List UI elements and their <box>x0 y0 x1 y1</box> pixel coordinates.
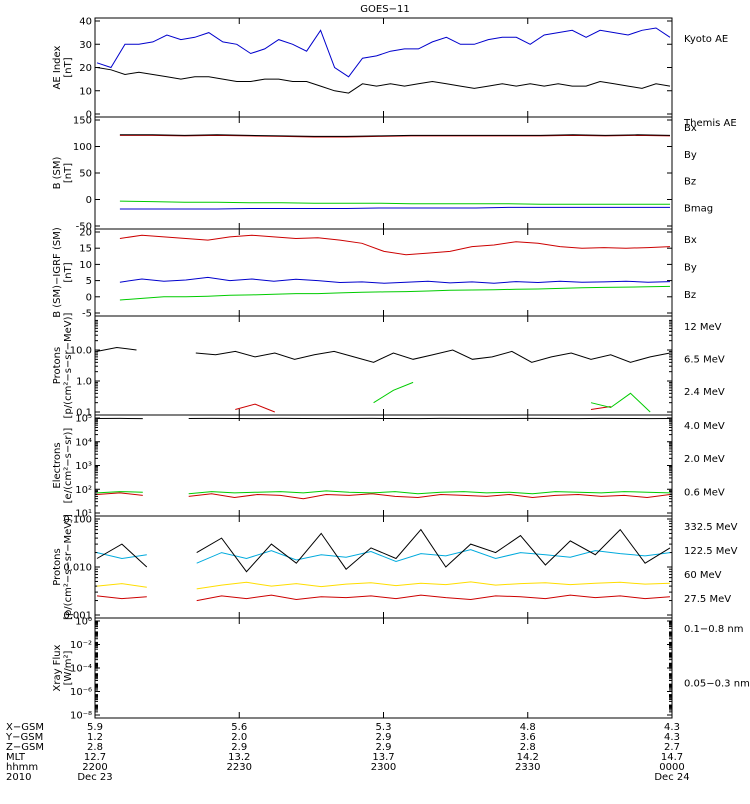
y-axis-label: B (SM) <box>52 156 63 189</box>
legend-entry: 0.6 MeV <box>684 487 725 498</box>
legend-entry: Kyoto AE <box>684 34 728 45</box>
panel-frame <box>95 18 672 117</box>
legend-entry: By <box>684 150 697 161</box>
y-tick-label: 20 <box>79 228 92 239</box>
y-axis-label: Electrons <box>52 442 63 488</box>
y-axis-label: Protons <box>52 548 63 585</box>
legend-entry: 2.0 MeV <box>684 454 725 465</box>
series-line <box>235 404 610 412</box>
series-line <box>97 491 670 494</box>
y-tick-label: 10 <box>79 86 92 97</box>
legend-entry: Bz <box>684 290 696 301</box>
y-tick-label: 10⁻⁸ <box>70 711 92 722</box>
legend-entry: Bx <box>684 123 697 134</box>
y-axis-label: [nT] <box>63 163 74 183</box>
footer-value: Dec 23 <box>77 772 112 783</box>
y-tick-label: 10⁵ <box>75 414 92 425</box>
y-tick-label: 40 <box>79 17 92 28</box>
panel-frame <box>95 618 672 718</box>
y-tick-label: 100 <box>73 142 92 153</box>
y-tick-label: 10 <box>79 260 92 271</box>
panel-frame <box>95 229 672 316</box>
series-line <box>97 28 670 77</box>
y-tick-label: 5 <box>86 276 92 287</box>
y-axis-label: [nT] <box>63 57 74 77</box>
footer-value: 2330 <box>515 762 540 773</box>
legend-entry: 60 MeV <box>684 570 722 581</box>
panel-6: 0.0010.0100.100Protons[p/(cm²−s−sr−MeV)]… <box>52 514 738 622</box>
y-tick-label: 0 <box>86 195 92 206</box>
series-line <box>97 493 670 499</box>
legend-entry: 122.5 MeV <box>684 546 738 557</box>
y-tick-label: 10² <box>75 485 92 496</box>
series-line <box>120 207 670 209</box>
y-tick-label: -5 <box>82 309 92 320</box>
legend-entry: By <box>684 263 697 274</box>
y-tick-label: 30 <box>79 40 92 51</box>
y-axis-label: [nT] <box>63 262 74 282</box>
legend-entry: 0.1−0.8 nm <box>684 624 743 635</box>
footer-ephemeris: X−GSMY−GSMZ−GSMMLThhmm20105.91.22.812.72… <box>5 722 690 783</box>
legend-entry: 0.05−0.3 nm <box>684 679 750 690</box>
y-axis-label: [W/m²] <box>63 650 74 685</box>
y-tick-label: 20 <box>79 63 92 74</box>
y-tick-label: 15 <box>79 244 92 255</box>
y-tick-label: 10³ <box>75 461 92 472</box>
series-line <box>120 286 670 300</box>
legend-entry: 2.4 MeV <box>684 387 725 398</box>
series-line <box>97 595 670 601</box>
series-line <box>97 550 670 564</box>
y-tick-label: 10⁻² <box>70 640 92 651</box>
series-line <box>374 382 651 412</box>
y-axis-label: Xray Flux <box>52 644 63 691</box>
plot-title: GOES−11 <box>360 4 409 15</box>
footer-row-label: 2010 <box>6 772 31 783</box>
legend-entry: 4.0 MeV <box>684 421 725 432</box>
series-line <box>120 235 670 255</box>
y-axis-label: B (SM)−IGRF (SM) <box>52 227 63 318</box>
y-axis-label: [p/(cm²−s−sr−MeV)] <box>63 312 74 418</box>
series-line <box>120 277 670 283</box>
series-line <box>97 530 670 572</box>
y-tick-label: 150 <box>73 116 92 127</box>
y-tick-label: 1.0 <box>76 377 92 388</box>
y-axis-label: Protons <box>52 347 63 384</box>
legend-entry: Bx <box>684 235 697 246</box>
footer-value: Dec 24 <box>654 772 689 783</box>
legend-entry: Bmag <box>684 204 713 215</box>
footer-value: 2230 <box>227 762 252 773</box>
series-line <box>97 348 670 363</box>
legend-entry: 12 MeV <box>684 322 722 333</box>
panel-frame <box>95 117 672 229</box>
legend-entry: Bz <box>684 177 696 188</box>
y-axis-label: [e/(cm²−s−sr)] <box>63 428 74 504</box>
y-axis-label: [p/(cm²−s−sr−MeV)] <box>63 514 74 620</box>
y-tick-label: 10⁰ <box>75 617 92 628</box>
y-tick-label: 0 <box>86 292 92 303</box>
legend-entry: 332.5 MeV <box>684 522 738 533</box>
legend-entry: 6.5 MeV <box>684 354 725 365</box>
panel-5: 10¹10²10³10⁴10⁵Electrons[e/(cm²−s−sr)]4.… <box>52 414 725 520</box>
y-tick-label: 50 <box>79 169 92 180</box>
panel-frame <box>95 316 672 415</box>
series-line <box>120 201 670 204</box>
series-line <box>97 582 670 589</box>
footer-value: 2300 <box>371 762 396 773</box>
y-tick-label: 10⁴ <box>75 437 92 448</box>
panel-frame <box>95 415 672 516</box>
series-line <box>97 68 670 94</box>
legend-entry: 27.5 MeV <box>684 594 731 605</box>
panel-frame <box>95 516 672 618</box>
y-tick-label: 10⁻⁶ <box>70 687 92 698</box>
y-axis-label: AE Index <box>52 45 63 89</box>
panel-3: -5 0 5 10 15 20 B (SM)−IGRF (SM)[nT] Bx By Bz <box>52 227 697 319</box>
